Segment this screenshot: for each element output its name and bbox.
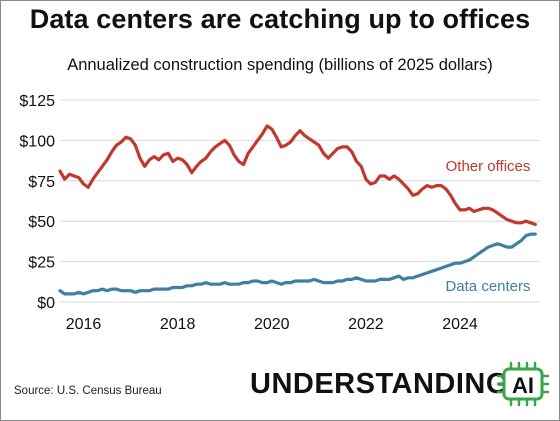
x-tick-label: 2024 bbox=[442, 316, 478, 333]
y-tick-label: $100 bbox=[19, 133, 55, 150]
y-tick-label: $125 bbox=[19, 93, 55, 110]
x-tick-label: 2022 bbox=[348, 316, 384, 333]
other-offices-label: Other offices bbox=[446, 158, 531, 175]
y-tick-label: $50 bbox=[28, 214, 55, 231]
source-note: Source: U.S. Census Bureau bbox=[14, 385, 162, 397]
brand-wordmark: UNDERSTANDING bbox=[250, 368, 509, 400]
chart-title: Data centers are catching up to offices bbox=[29, 4, 531, 34]
x-tick-label: 2020 bbox=[254, 316, 290, 333]
x-tick-label: 2018 bbox=[160, 316, 196, 333]
y-tick-label: $0 bbox=[37, 295, 55, 312]
y-tick-label: $25 bbox=[28, 255, 55, 272]
other-offices-line bbox=[58, 124, 537, 226]
ai-chip-logo-icon: AI bbox=[496, 361, 550, 407]
ai-badge-text: AI bbox=[512, 373, 534, 398]
data-centers-label: Data centers bbox=[445, 278, 530, 295]
x-tick-label: 2016 bbox=[66, 316, 102, 333]
data-centers-line bbox=[58, 232, 537, 296]
y-tick-label: $75 bbox=[28, 174, 55, 191]
chart-subtitle: Annualized construction spending (billio… bbox=[67, 56, 493, 74]
